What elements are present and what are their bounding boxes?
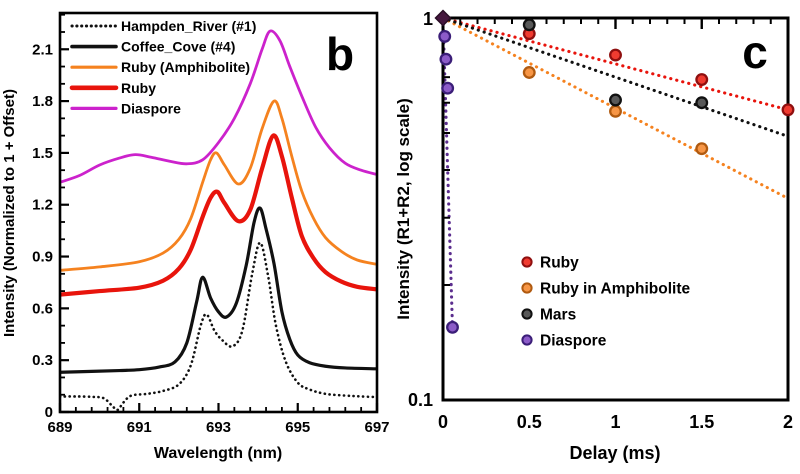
panel-b-y-axis-label: Intensity (Normalized to 1 + Offset) [1,89,18,337]
x-axis-tick-label: 695 [285,419,310,436]
y-axis-tick-label: 2.1 [32,41,53,58]
legend-label: Diaspore [540,333,607,350]
x-axis-tick-label: 0 [438,412,448,432]
legend-marker [521,282,533,294]
legend-item-ruby: Ruby [69,80,156,96]
legend-label: Hampden_River (#1) [121,18,256,34]
data-point-diaspore [439,52,453,66]
data-point-ruby [609,48,622,62]
legend-item-ruby: Ruby [521,255,579,272]
curve-diaspore [61,29,376,184]
legend-item-mars: Mars [521,307,576,324]
x-axis-tick-label: 689 [47,419,72,436]
legend-item-hampden-river-1: Hampden_River (#1) [70,18,256,34]
legend-label: Ruby [121,80,156,96]
y-axis-tick-label: 0 [45,404,53,421]
y-axis-tick-label-bottom: 0.1 [408,390,433,410]
panel-c-x-axis-label: Delay (ms) [569,443,660,463]
legend-label: Ruby [540,255,579,272]
data-point-ruby [695,73,709,87]
panel-c-data-points [434,9,795,334]
legend-marker [521,256,533,268]
panel-b-legend: Hampden_River (#1) Coffee_Cove (#4) Ruby (… [69,18,256,116]
curve-ruby [61,133,376,297]
legend-marker [521,308,533,320]
x-axis-tick-label: 1.5 [689,412,714,432]
x-axis-tick-label: 2 [783,412,793,432]
trendline-mars [444,19,787,138]
data-point-ruby-in-amphibolite [522,66,536,79]
curve-coffee-cove-4 [61,206,376,374]
legend-item-diaspore: Diaspore [70,100,181,116]
y-axis-tick-label: 0.3 [32,352,53,369]
legend-label: Coffee_Cove (#4) [121,39,235,55]
panel-b-curves [61,29,376,411]
panel-b-spectra-chart: 689 691 693 695 697 0 0.3 0.6 0.9 1.2 1.5 1.8 2.1 Ha… [1,11,390,462]
data-point-ruby-in-amphibolite [609,104,622,118]
legend-item-diaspore: Diaspore [521,333,607,350]
panel-c-y-axis-label: Intensity (R1+R2, log scale) [394,98,413,320]
origin-overlap-marker [434,9,452,27]
legend-label: Ruby in Amphibolite [540,281,690,298]
y-axis-tick-label: 1.5 [32,145,53,162]
legend-item-ruby-amphibolite: Ruby (Amphibolite) [70,59,250,75]
x-axis-tick-label: 691 [127,419,152,436]
y-axis-tick-label-top: 1 [423,9,433,29]
legend-label: Mars [540,307,576,324]
data-point-mars [522,18,536,32]
data-point-diaspore [441,81,455,95]
y-axis-tick-label: 0.6 [32,300,53,317]
legend-label: Ruby (Amphibolite) [121,59,250,75]
legend-label: Diaspore [121,100,181,116]
data-point-ruby [781,103,795,117]
panel-c-decay-chart: 0 0.5 1 1.5 2 1 0.1 Ruby Ruby in Amphibolite Mar… [394,9,795,463]
curve-hampden-river-1 [61,241,376,411]
panel-c-letter: c [742,26,768,78]
panel-b-letter: b [326,28,354,80]
x-axis-tick-label: 693 [206,419,231,436]
data-point-mars [695,96,709,110]
curve-ruby-amphibolite [61,99,376,272]
y-axis-tick-label: 1.2 [32,197,53,214]
panel-b-x-axis-label: Wavelength (nm) [154,445,282,462]
trendline-diaspore [444,19,455,329]
x-axis-tick-label: 0.5 [517,412,542,432]
data-point-ruby-in-amphibolite [695,142,709,156]
legend-item-ruby-in-amphibolite: Ruby in Amphibolite [521,281,690,298]
x-axis-tick-label: 697 [364,419,389,436]
legend-marker [521,334,533,346]
legend-item-coffee-cove-4: Coffee_Cove (#4) [70,39,235,55]
panel-b-tick-labels: 689 691 693 695 697 0 0.3 0.6 0.9 1.2 1.5 1.8 2.1 [32,41,389,436]
data-point-diaspore [446,320,459,334]
y-axis-tick-label: 0.9 [32,249,53,266]
panel-c-tick-labels: 0 0.5 1 1.5 2 1 0.1 [408,9,793,432]
data-point-diaspore [438,29,452,43]
trendline-ruby [444,19,787,112]
panel-c-plot-frame [441,16,790,402]
panel-c-legend: Ruby Ruby in Amphibolite Mars Diaspore [521,255,690,350]
data-point-mars [609,93,622,107]
x-axis-tick-label: 1 [610,412,620,432]
panel-c-series [444,19,787,329]
panel-b-plot-frame [58,11,379,414]
y-axis-tick-label: 1.8 [32,93,53,110]
